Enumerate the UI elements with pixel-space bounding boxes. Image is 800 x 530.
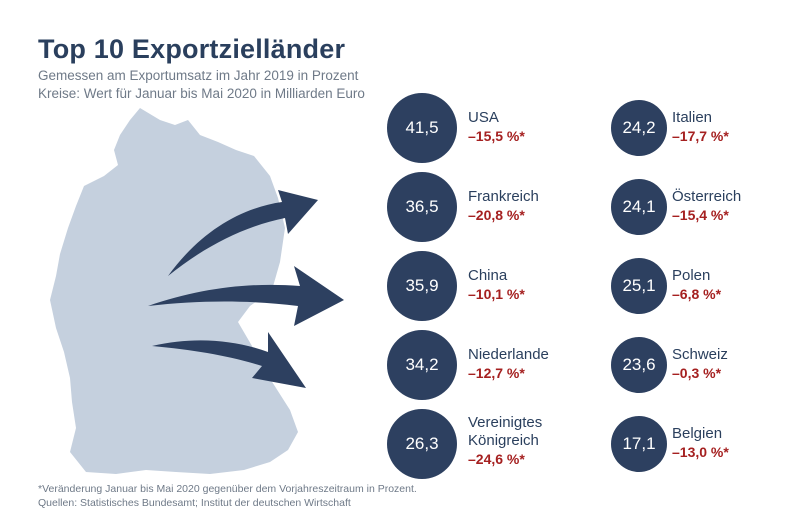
- country-name: Belgien: [672, 425, 723, 442]
- change-value: –0,3 %*: [672, 365, 722, 381]
- country-name: Österreich: [672, 188, 742, 205]
- country-name: USA: [468, 109, 499, 126]
- subtitle-line-2: Kreise: Wert für Januar bis Mai 2020 in …: [38, 86, 365, 101]
- change-value: –20,8 %*: [468, 207, 525, 223]
- country-name: Italien: [672, 109, 713, 126]
- country-name: China: [468, 267, 508, 284]
- subtitle-line-1: Gemessen am Exportumsatz im Jahr 2019 in…: [38, 68, 359, 83]
- change-value: –17,7 %*: [672, 128, 729, 144]
- value-circle: 24,2: [611, 100, 667, 156]
- footnote: *Veränderung Januar bis Mai 2020 gegenüb…: [38, 483, 417, 495]
- value-circle: 24,1: [611, 179, 667, 235]
- chart-title: Top 10 Exportzielländer: [38, 34, 346, 64]
- country-name: Polen: [672, 267, 711, 284]
- arrow-south: [152, 332, 306, 388]
- change-value: –13,0 %*: [672, 444, 729, 460]
- value-circle: 35,9: [387, 251, 457, 321]
- source-note: Quellen: Statistisches Bundesamt; Instit…: [38, 497, 351, 509]
- value-circle: 26,3: [387, 409, 457, 479]
- arrow-north: [168, 190, 318, 276]
- country-name: Schweiz: [672, 346, 728, 363]
- value-circle: 36,5: [387, 172, 457, 242]
- value-circle: 25,1: [611, 258, 667, 314]
- value-circle: 34,2: [387, 330, 457, 400]
- value-circle: 17,1: [611, 416, 667, 472]
- germany-map-shape: [50, 108, 298, 474]
- arrow-middle: [148, 266, 344, 326]
- value-circle: 23,6: [611, 337, 667, 393]
- country-name: Frankreich: [468, 188, 539, 205]
- change-value: –24,6 %*: [468, 451, 525, 467]
- value-circle: 41,5: [387, 93, 457, 163]
- change-value: –10,1 %*: [468, 286, 525, 302]
- change-value: –12,7 %*: [468, 365, 525, 381]
- change-value: –6,8 %*: [672, 286, 722, 302]
- country-name: Niederlande: [468, 346, 549, 363]
- change-value: –15,5 %*: [468, 128, 525, 144]
- change-value: –15,4 %*: [672, 207, 729, 223]
- country-name: Vereinigtes Königreich: [468, 414, 543, 449]
